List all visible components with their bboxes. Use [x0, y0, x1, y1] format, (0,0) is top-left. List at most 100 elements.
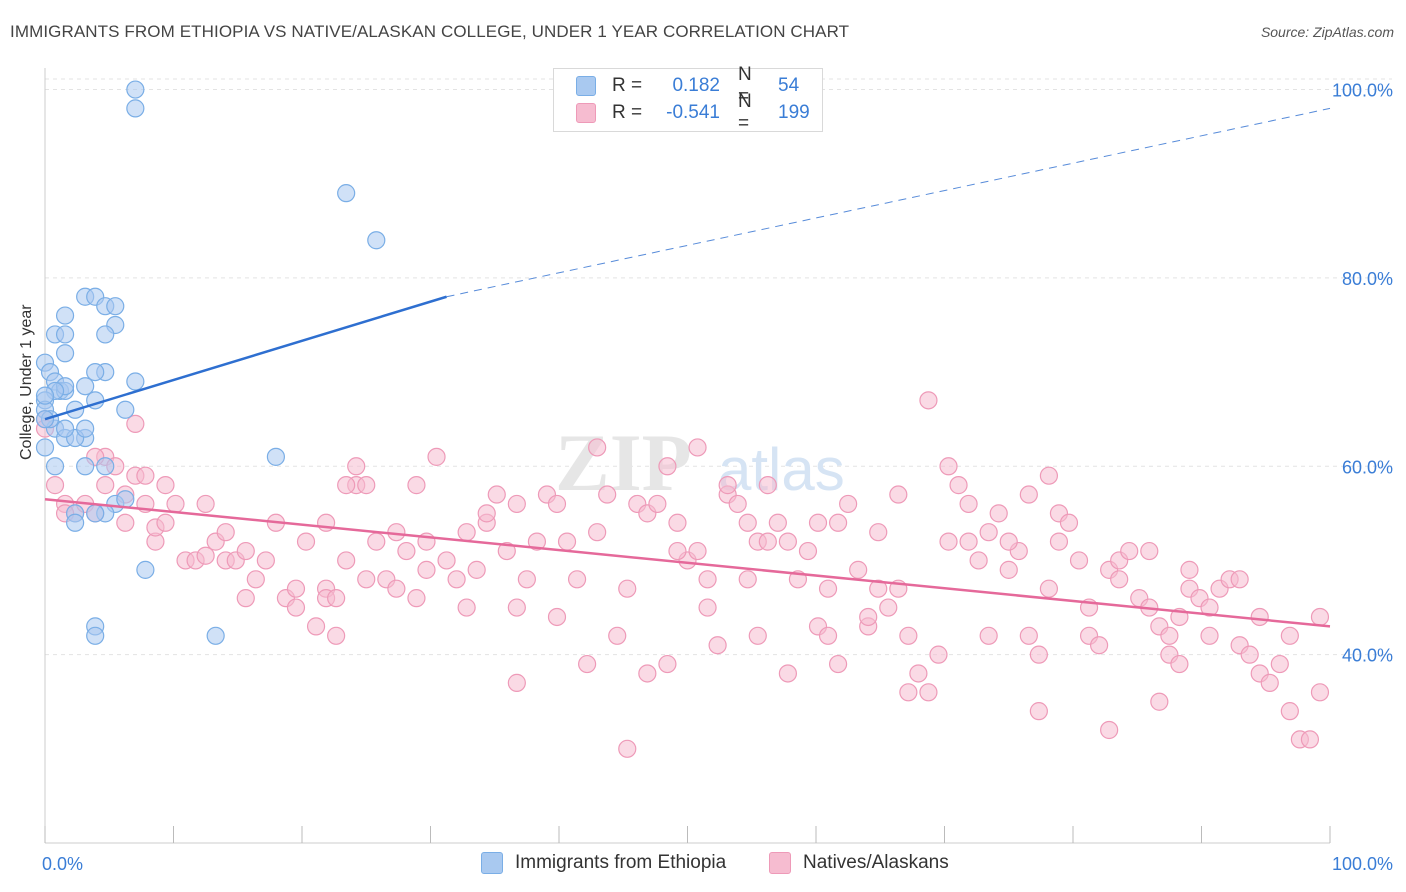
data-point: [1039, 466, 1059, 485]
tick-labels: 40.0% 60.0% 80.0% 100.0% 0.0% 100.0%: [42, 81, 1393, 874]
y-tick-label: 40.0%: [1342, 646, 1393, 666]
data-point: [1260, 673, 1279, 692]
data-point: [55, 344, 75, 363]
data-point: [35, 438, 55, 457]
data-point: [45, 476, 65, 495]
data-point: [327, 626, 346, 645]
data-point: [778, 532, 797, 551]
data-point: [1069, 551, 1089, 570]
trend-line-natives: [44, 497, 1331, 628]
data-point: [337, 184, 356, 203]
data-point: [116, 400, 135, 419]
data-point: [76, 377, 95, 396]
data-point: [357, 476, 376, 495]
data-point: [879, 598, 898, 617]
natives-alaskans-points: [35, 391, 1330, 758]
data-point: [668, 541, 687, 561]
data-point: [1200, 598, 1219, 617]
data-point: [156, 476, 175, 495]
data-point: [698, 570, 717, 589]
data-point: [849, 560, 868, 579]
data-point: [798, 541, 818, 561]
data-point: [45, 457, 65, 476]
data-point: [557, 532, 577, 551]
data-point: [778, 664, 797, 683]
legend-r-label: R =: [612, 75, 643, 96]
y-tick-label: 80.0%: [1342, 269, 1393, 289]
data-point: [828, 654, 848, 674]
data-point: [367, 231, 386, 250]
legend-row-natives: R = -0.541 N = 199: [576, 91, 810, 134]
data-point: [999, 532, 1018, 551]
data-point: [748, 626, 767, 645]
data-point: [768, 513, 787, 532]
data-point: [507, 673, 526, 692]
legend-n-value: 199: [778, 102, 810, 123]
chart-title: IMMIGRANTS FROM ETHIOPIA VS NATIVE/ALASK…: [10, 22, 850, 41]
trend-line-ethiopia-extension: [446, 107, 1331, 298]
data-point: [407, 476, 426, 495]
data-point: [567, 570, 587, 589]
data-point: [76, 419, 95, 438]
y-tick-label: 100.0%: [1332, 81, 1393, 101]
data-point: [126, 80, 145, 99]
data-point: [126, 372, 145, 391]
data-point: [457, 523, 476, 542]
x-tick-label: 100.0%: [1332, 854, 1393, 874]
data-point: [196, 546, 215, 565]
data-point: [648, 494, 667, 514]
watermark-atlas: atlas: [718, 436, 845, 503]
data-point: [1049, 532, 1069, 551]
data-point: [527, 532, 547, 551]
data-point: [367, 532, 386, 551]
data-point: [929, 645, 948, 664]
data-point: [437, 551, 456, 570]
data-point: [1280, 626, 1299, 645]
data-point: [869, 579, 888, 598]
data-point: [55, 306, 75, 325]
data-point: [1310, 607, 1330, 627]
source-label: Source: ZipAtlas.com: [1260, 24, 1394, 40]
data-point: [286, 579, 306, 598]
data-point: [55, 325, 75, 344]
y-axis-label: College, Under 1 year: [18, 304, 35, 460]
data-point: [86, 504, 105, 523]
data-point: [1140, 541, 1159, 561]
data-point: [588, 438, 607, 457]
data-point: [457, 598, 476, 617]
data-point: [738, 513, 757, 532]
data-point: [1019, 485, 1038, 504]
data-point: [1090, 636, 1109, 655]
data-point: [156, 513, 175, 532]
data-point: [387, 579, 406, 598]
data-point: [1120, 541, 1139, 561]
data-point: [1029, 645, 1048, 664]
data-point: [126, 414, 145, 433]
legend-swatch-pink: [576, 103, 596, 123]
data-point: [337, 551, 356, 570]
data-point: [236, 589, 255, 608]
data-point: [618, 739, 637, 758]
data-point: [136, 560, 155, 579]
data-point: [899, 683, 918, 702]
data-point: [306, 617, 326, 636]
data-point: [959, 494, 978, 514]
data-point: [738, 570, 757, 589]
data-point: [86, 362, 105, 382]
data-point: [588, 523, 607, 542]
data-point: [869, 523, 888, 542]
data-point: [688, 438, 707, 457]
data-point: [979, 626, 998, 645]
data-point: [618, 579, 637, 598]
data-point: [1059, 513, 1079, 532]
data-point: [497, 541, 516, 561]
data-point: [1110, 570, 1129, 589]
data-point: [96, 476, 115, 495]
data-point: [899, 626, 918, 645]
data-point: [116, 490, 135, 509]
y-tick-label: 60.0%: [1342, 457, 1393, 477]
legend-label: Immigrants from Ethiopia: [515, 852, 727, 873]
data-point: [839, 494, 858, 514]
data-point: [96, 325, 115, 344]
